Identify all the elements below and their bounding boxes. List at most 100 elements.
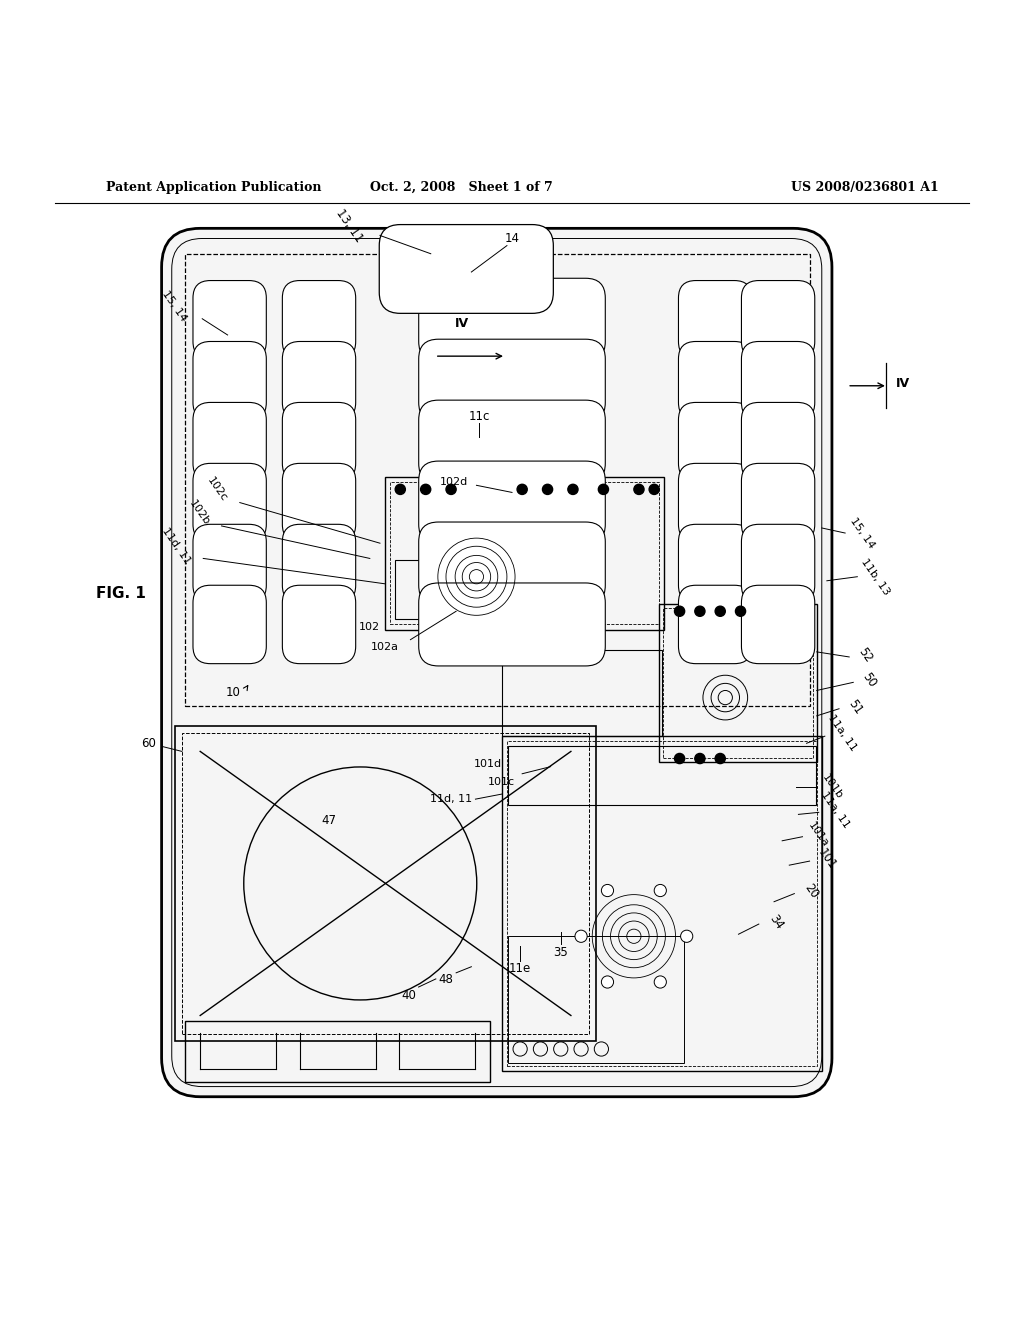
Text: 101b: 101b: [820, 772, 844, 801]
FancyBboxPatch shape: [283, 585, 355, 664]
Text: 11d, 11: 11d, 11: [430, 795, 472, 804]
Bar: [395, 561, 492, 619]
Text: 101: 101: [815, 846, 839, 873]
Text: 102c: 102c: [206, 475, 229, 503]
FancyBboxPatch shape: [741, 403, 815, 480]
FancyBboxPatch shape: [419, 400, 605, 483]
Bar: [514, 491, 556, 528]
Text: 11a, 11: 11a, 11: [826, 713, 858, 754]
FancyBboxPatch shape: [419, 583, 605, 667]
Text: Oct. 2, 2008   Sheet 1 of 7: Oct. 2, 2008 Sheet 1 of 7: [370, 181, 553, 194]
Circle shape: [601, 884, 613, 896]
Circle shape: [446, 484, 456, 495]
FancyBboxPatch shape: [419, 521, 605, 605]
Text: 101c: 101c: [488, 777, 515, 787]
Circle shape: [695, 754, 705, 763]
Bar: [508, 936, 684, 1063]
FancyBboxPatch shape: [283, 463, 355, 541]
Text: 11b, 13: 11b, 13: [859, 557, 892, 597]
Circle shape: [654, 975, 667, 989]
FancyBboxPatch shape: [741, 585, 815, 664]
FancyBboxPatch shape: [283, 403, 355, 480]
Text: 35: 35: [553, 946, 568, 960]
Text: 14: 14: [505, 232, 519, 246]
Text: 48: 48: [438, 973, 454, 986]
FancyBboxPatch shape: [283, 281, 355, 359]
Circle shape: [598, 484, 608, 495]
Circle shape: [649, 484, 659, 495]
FancyBboxPatch shape: [419, 339, 605, 422]
FancyBboxPatch shape: [193, 342, 266, 420]
Bar: [429, 298, 512, 397]
Bar: [185, 1020, 489, 1081]
Text: 101a: 101a: [807, 821, 830, 849]
Circle shape: [543, 484, 553, 495]
Text: IV: IV: [896, 378, 910, 391]
FancyBboxPatch shape: [679, 403, 752, 480]
Bar: [175, 726, 596, 1041]
Bar: [185, 253, 810, 706]
Bar: [664, 609, 813, 758]
Text: 11d, 11: 11d, 11: [161, 527, 193, 566]
Bar: [385, 478, 665, 630]
Text: 52: 52: [856, 645, 876, 665]
Circle shape: [395, 484, 406, 495]
Bar: [507, 742, 817, 1067]
Text: 15, 14: 15, 14: [848, 516, 877, 550]
Circle shape: [601, 975, 613, 989]
Text: 47: 47: [322, 814, 337, 826]
Text: 51: 51: [846, 697, 865, 717]
Text: 15, 14: 15, 14: [161, 289, 189, 323]
FancyBboxPatch shape: [419, 461, 605, 544]
Text: 34: 34: [767, 912, 785, 932]
FancyBboxPatch shape: [193, 281, 266, 359]
FancyBboxPatch shape: [193, 403, 266, 480]
Text: 60: 60: [141, 737, 156, 750]
Circle shape: [675, 754, 685, 763]
Text: US 2008/0236801 A1: US 2008/0236801 A1: [791, 181, 939, 194]
FancyBboxPatch shape: [283, 342, 355, 420]
Bar: [390, 482, 659, 624]
Bar: [502, 737, 822, 1072]
Circle shape: [715, 754, 725, 763]
Text: 10: 10: [225, 686, 241, 700]
Text: 101d: 101d: [473, 759, 502, 768]
Text: 11a, 11: 11a, 11: [819, 791, 851, 830]
FancyBboxPatch shape: [679, 463, 752, 541]
Text: 102d: 102d: [440, 478, 468, 487]
FancyBboxPatch shape: [679, 342, 752, 420]
Text: 40: 40: [401, 989, 416, 1002]
FancyBboxPatch shape: [283, 524, 355, 603]
Circle shape: [568, 484, 578, 495]
Text: 11c: 11c: [469, 409, 490, 422]
Text: 102b: 102b: [187, 499, 211, 527]
FancyBboxPatch shape: [679, 585, 752, 664]
Text: 50: 50: [860, 671, 879, 690]
FancyBboxPatch shape: [679, 281, 752, 359]
FancyBboxPatch shape: [741, 524, 815, 603]
Circle shape: [654, 884, 667, 896]
Circle shape: [421, 484, 431, 495]
Text: Patent Application Publication: Patent Application Publication: [105, 181, 322, 194]
FancyBboxPatch shape: [379, 224, 553, 313]
Circle shape: [681, 931, 693, 942]
FancyBboxPatch shape: [193, 463, 266, 541]
Bar: [502, 649, 662, 737]
FancyBboxPatch shape: [162, 228, 831, 1097]
FancyBboxPatch shape: [193, 524, 266, 603]
Text: FIG. 1: FIG. 1: [96, 586, 145, 602]
Circle shape: [735, 606, 745, 616]
Bar: [508, 746, 816, 805]
Text: 102: 102: [359, 623, 380, 632]
Circle shape: [517, 484, 527, 495]
Bar: [512, 490, 558, 531]
Circle shape: [715, 606, 725, 616]
Text: 20: 20: [802, 882, 821, 902]
Text: 102a: 102a: [371, 642, 399, 652]
Circle shape: [574, 931, 587, 942]
Circle shape: [695, 606, 705, 616]
Bar: [182, 733, 589, 1034]
Bar: [659, 605, 817, 762]
Text: 11e: 11e: [509, 962, 531, 975]
FancyBboxPatch shape: [679, 524, 752, 603]
